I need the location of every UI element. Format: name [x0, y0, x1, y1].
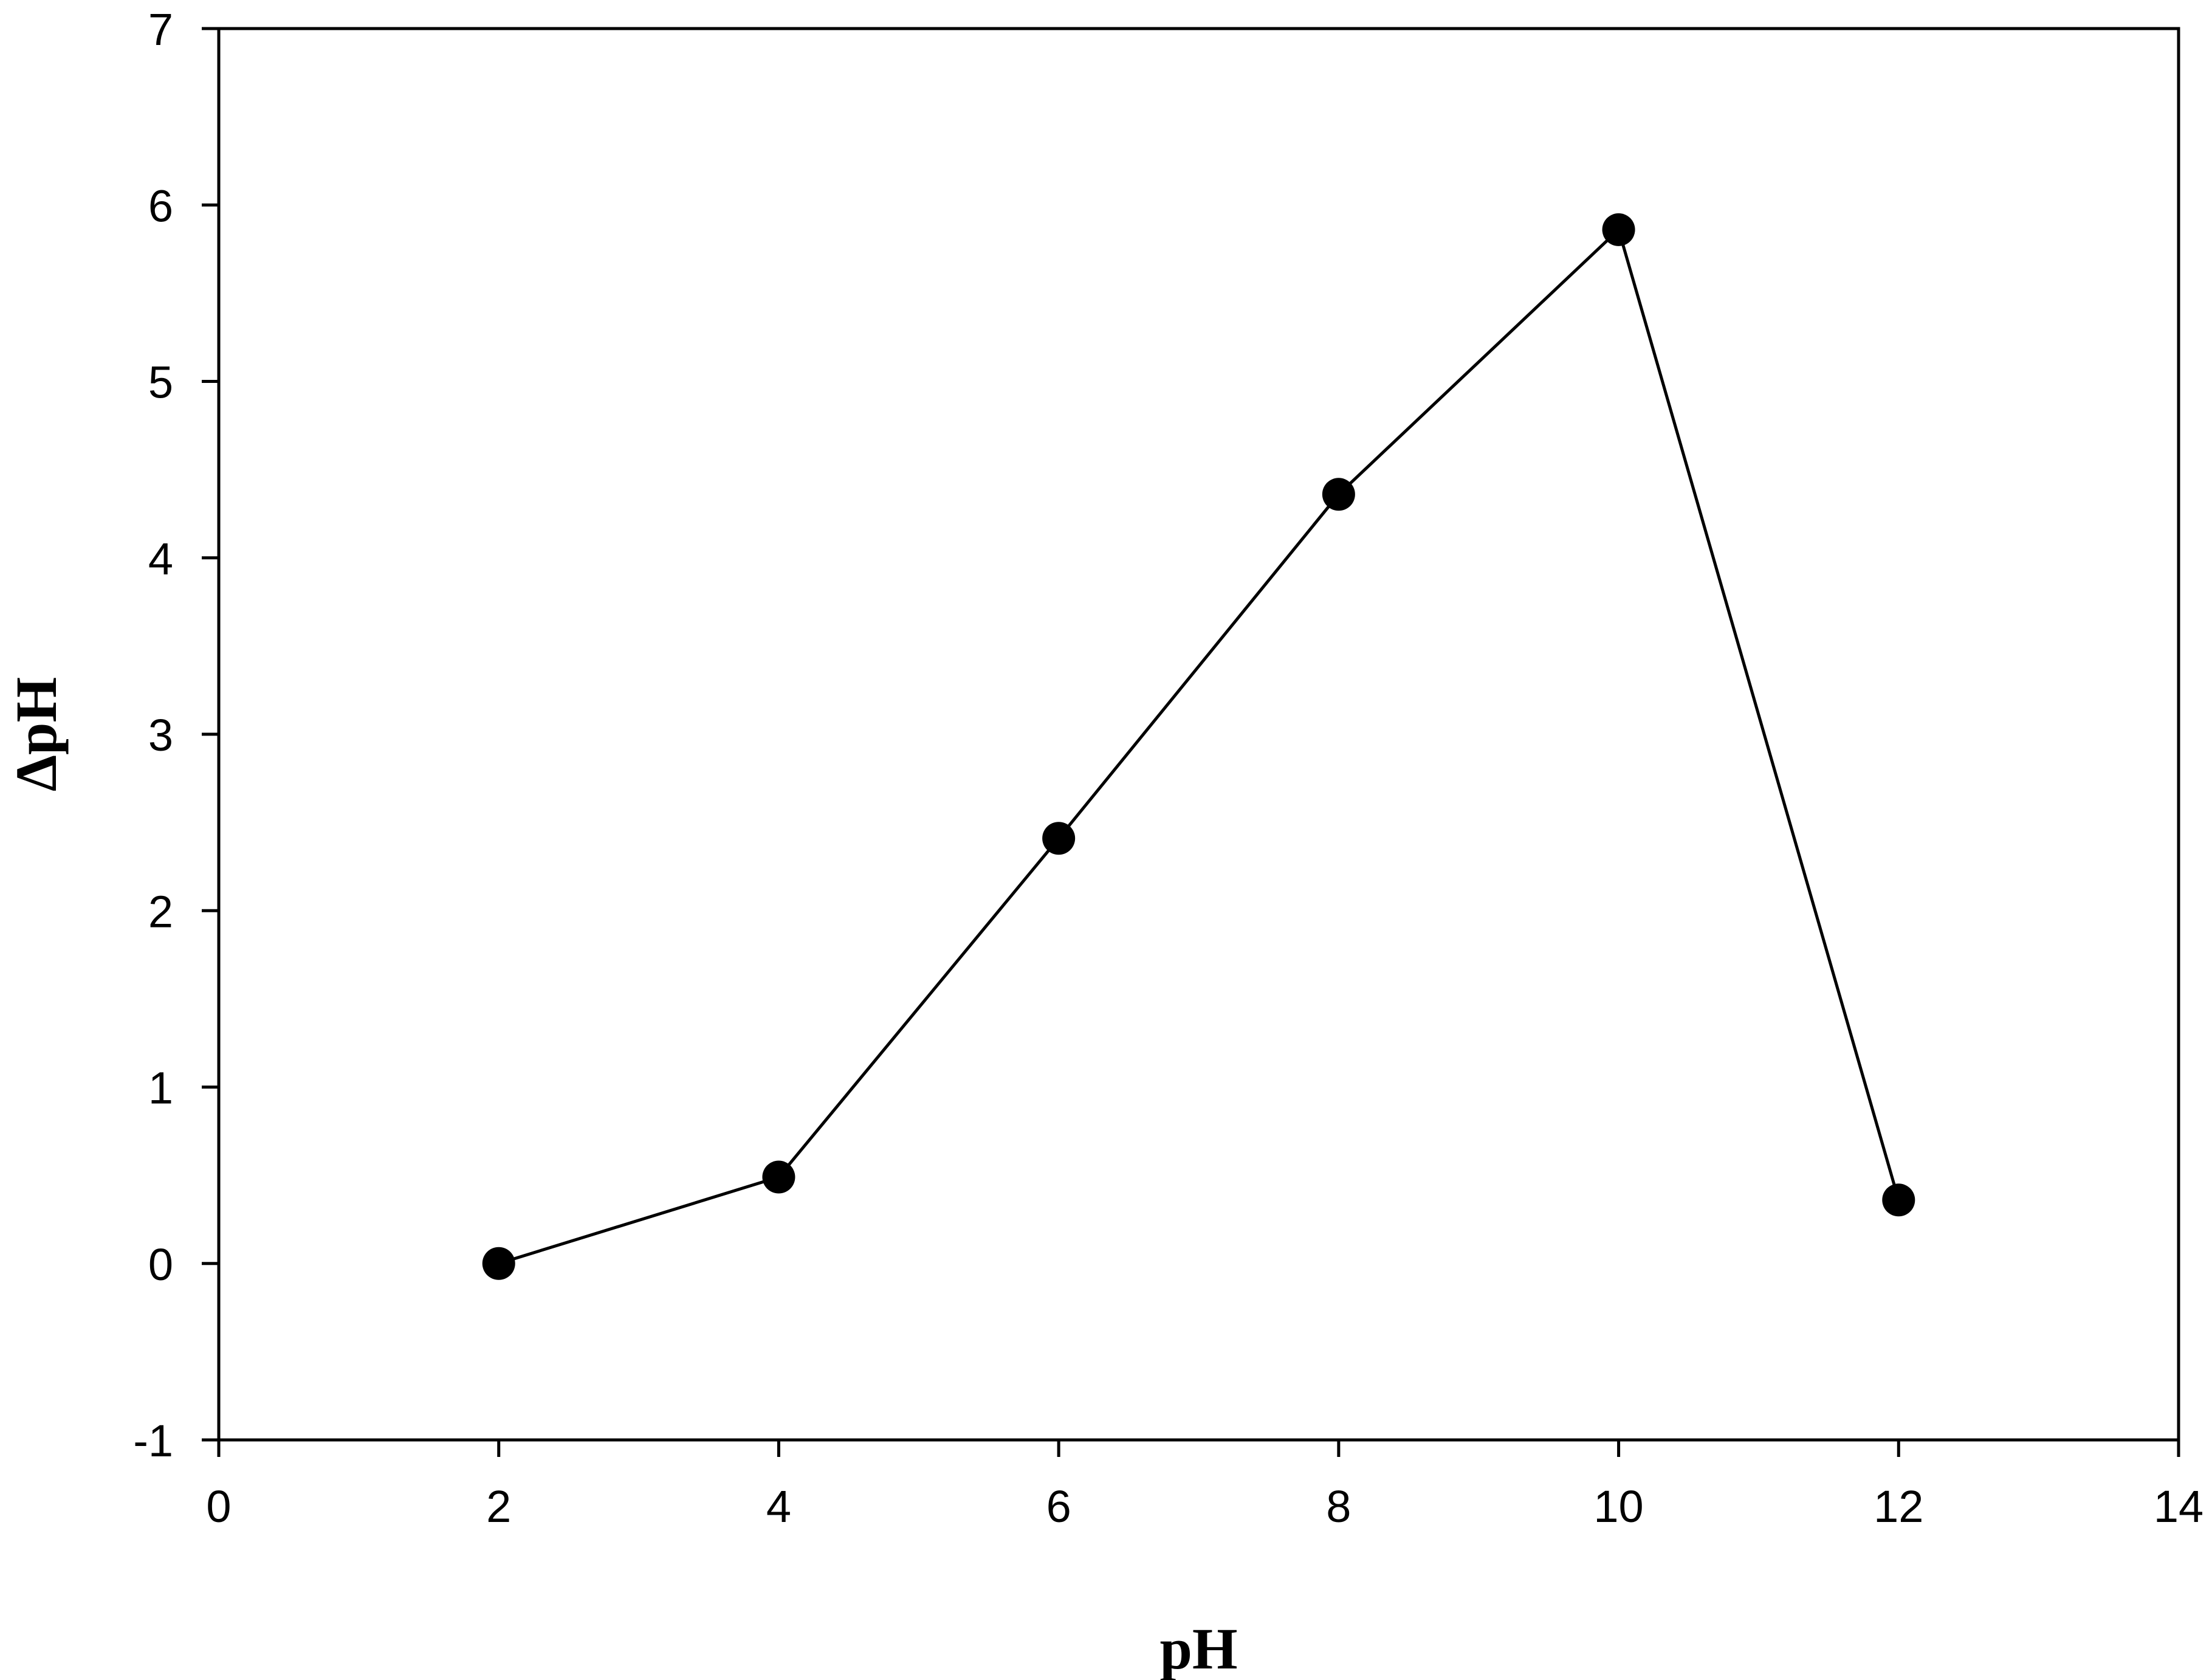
- y-tick-label: 4: [148, 534, 173, 584]
- y-tick-label: -1: [133, 1416, 173, 1466]
- x-tick-label: 12: [1874, 1481, 1923, 1532]
- x-tick-label: 0: [206, 1481, 231, 1532]
- x-tick-label: 6: [1046, 1481, 1071, 1532]
- x-tick-label: 8: [1326, 1481, 1351, 1532]
- data-point: [1322, 478, 1355, 511]
- y-tick-label: 1: [148, 1063, 173, 1114]
- series-line: [498, 227, 1900, 1265]
- data-point: [1042, 822, 1076, 855]
- data-point: [1602, 213, 1635, 246]
- y-tick-label: 3: [148, 710, 173, 760]
- x-tick-label: 4: [766, 1481, 791, 1532]
- x-tick-label: 10: [1593, 1481, 1643, 1532]
- x-axis-title: pH: [1159, 1616, 1237, 1680]
- data-point: [1882, 1183, 1915, 1217]
- x-tick-label: 14: [2154, 1481, 2203, 1532]
- y-tick-label: 7: [148, 4, 173, 55]
- y-tick-label: 2: [148, 886, 173, 937]
- x-tick-label: 2: [486, 1481, 511, 1532]
- data-point: [762, 1160, 795, 1194]
- y-axis-title: ΔpH: [4, 677, 69, 791]
- y-tick-label: 5: [148, 357, 173, 408]
- y-tick-label: 6: [148, 181, 173, 231]
- y-tick-label: 0: [148, 1239, 173, 1290]
- data-point: [482, 1247, 515, 1280]
